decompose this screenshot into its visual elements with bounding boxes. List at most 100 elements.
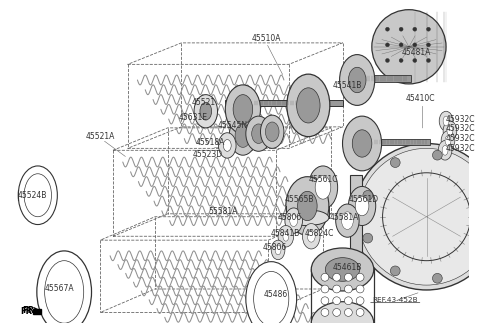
Ellipse shape [298,191,317,221]
Text: 45806: 45806 [263,244,287,252]
Ellipse shape [252,124,265,144]
Ellipse shape [45,261,84,323]
Ellipse shape [333,273,341,281]
Ellipse shape [321,309,329,316]
Ellipse shape [443,121,457,141]
Ellipse shape [223,140,231,151]
Ellipse shape [307,231,315,242]
Ellipse shape [447,126,453,136]
Text: 45523D: 45523D [192,150,223,159]
Ellipse shape [363,190,372,200]
Ellipse shape [37,251,92,327]
Ellipse shape [345,309,352,316]
Ellipse shape [427,27,431,31]
Text: 45481A: 45481A [402,48,432,57]
Ellipse shape [339,55,375,105]
Ellipse shape [399,27,403,31]
Ellipse shape [333,309,341,316]
Circle shape [358,148,480,285]
Text: FR.: FR. [20,307,36,316]
Ellipse shape [333,297,341,305]
Text: 45545N: 45545N [218,121,248,130]
Ellipse shape [348,186,376,226]
Text: 45932C: 45932C [446,134,476,143]
Ellipse shape [308,166,337,209]
Ellipse shape [200,102,212,120]
Text: 45518A: 45518A [196,138,226,147]
Ellipse shape [253,271,289,326]
Ellipse shape [278,226,294,247]
Ellipse shape [286,177,329,235]
Ellipse shape [390,266,400,276]
Ellipse shape [265,122,279,142]
FancyBboxPatch shape [225,99,343,106]
Ellipse shape [399,59,403,62]
Ellipse shape [385,27,389,31]
Text: 45806: 45806 [277,213,302,222]
Ellipse shape [348,67,366,93]
Ellipse shape [343,116,382,171]
Ellipse shape [233,95,252,124]
Ellipse shape [315,176,331,199]
Text: 45410C: 45410C [406,94,435,103]
Ellipse shape [261,115,284,148]
Text: 45932C: 45932C [446,114,476,124]
Bar [33,309,41,314]
FancyBboxPatch shape [350,175,362,259]
Ellipse shape [246,116,271,151]
Text: 45524B: 45524B [17,191,47,200]
Circle shape [372,10,446,84]
Text: 45932C: 45932C [446,144,476,153]
Ellipse shape [385,59,389,62]
Ellipse shape [441,131,455,150]
Text: 45932C: 45932C [446,124,476,133]
Ellipse shape [438,141,452,160]
Text: 45461B: 45461B [333,263,362,272]
Ellipse shape [352,130,372,157]
Ellipse shape [271,240,285,260]
Text: 45824C: 45824C [304,229,334,238]
Ellipse shape [413,59,417,62]
Ellipse shape [285,208,302,233]
Text: 45631E: 45631E [179,112,207,122]
Text: 45510A: 45510A [252,33,281,43]
Ellipse shape [399,43,403,47]
Text: 45581A: 45581A [330,213,359,222]
Ellipse shape [18,166,57,225]
Text: 45567A: 45567A [45,284,74,293]
Ellipse shape [356,285,364,293]
Ellipse shape [385,43,389,47]
Ellipse shape [229,116,257,155]
Ellipse shape [356,309,364,316]
Ellipse shape [283,232,289,241]
Ellipse shape [432,150,442,160]
Ellipse shape [225,85,261,134]
Ellipse shape [427,43,431,47]
Text: 45561C: 45561C [308,175,338,184]
Ellipse shape [342,212,353,230]
Ellipse shape [445,136,451,146]
Ellipse shape [311,302,374,327]
Ellipse shape [355,196,369,216]
Ellipse shape [345,273,352,281]
Text: 45841B: 45841B [270,229,300,238]
Text: 45486: 45486 [264,290,288,299]
Ellipse shape [321,297,329,305]
Ellipse shape [336,204,359,237]
Ellipse shape [439,111,453,131]
Ellipse shape [297,88,320,123]
Ellipse shape [432,273,442,283]
Text: 45521A: 45521A [85,132,115,141]
FancyBboxPatch shape [343,139,431,146]
Ellipse shape [325,258,360,281]
Ellipse shape [321,285,329,293]
Ellipse shape [333,285,341,293]
Ellipse shape [356,273,364,281]
Ellipse shape [246,262,297,327]
Ellipse shape [345,285,352,293]
Circle shape [353,144,480,290]
Ellipse shape [286,210,329,226]
Ellipse shape [287,74,330,137]
Text: 45521: 45521 [192,98,216,107]
Ellipse shape [427,59,431,62]
